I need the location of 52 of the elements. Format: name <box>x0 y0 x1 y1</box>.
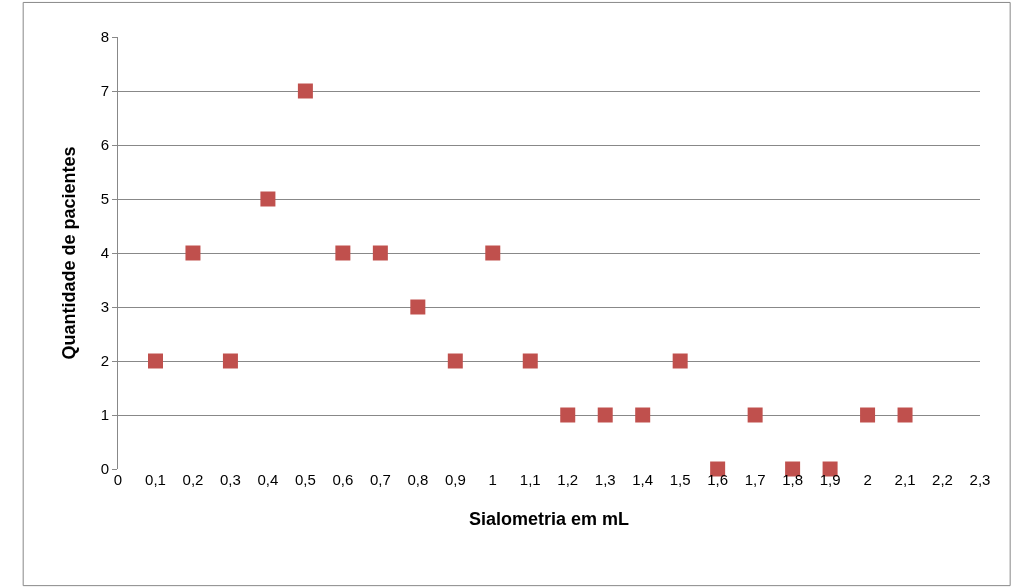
point <box>747 407 763 423</box>
x-tick-label: 0,4 <box>257 471 279 488</box>
point <box>597 407 613 423</box>
point <box>410 299 426 315</box>
x-tick-label: 0,3 <box>220 471 241 488</box>
x-tick-label: 2,3 <box>969 471 991 488</box>
point <box>335 245 351 261</box>
y-tick-label: 7 <box>100 82 109 100</box>
x-tick-label: 0,6 <box>332 471 354 488</box>
x-tick-label: 0,5 <box>294 471 316 488</box>
point <box>297 83 313 99</box>
x-tick-label: 1 <box>488 471 497 488</box>
y-tick-label: 5 <box>100 190 109 208</box>
x-tick-label: 0,7 <box>369 471 391 488</box>
x-tick-label: 1,9 <box>819 471 841 488</box>
point <box>185 245 201 261</box>
x-tick-label: 0 <box>113 471 123 488</box>
y-tick-label: 3 <box>100 298 109 316</box>
x-tick-label: 1,4 <box>632 471 654 488</box>
point <box>260 191 276 207</box>
x-axis-title: Sialometria em mL <box>468 509 630 530</box>
x-tick-label: 2 <box>863 471 872 488</box>
point <box>147 353 163 369</box>
x-tick-label: 1,2 <box>557 471 579 488</box>
x-tick-label: 1,8 <box>782 471 804 488</box>
point <box>522 353 538 369</box>
point <box>447 353 463 369</box>
x-tick-label: 1,1 <box>519 471 541 488</box>
x-tick-label: 2,2 <box>932 471 953 488</box>
x-tick-label: 0,9 <box>444 471 466 488</box>
point <box>860 407 876 423</box>
point <box>485 245 501 261</box>
point <box>897 407 913 423</box>
x-tick-label: 1,5 <box>669 471 691 488</box>
point <box>635 407 651 423</box>
y-tick-label: 4 <box>100 244 109 262</box>
x-tick-label: 1,7 <box>744 471 766 488</box>
x-tick-label: 0,8 <box>407 471 429 488</box>
x-tick-label: 1,3 <box>594 471 616 488</box>
y-axis-title: Quantidade de pacientes <box>58 146 79 360</box>
point <box>222 353 238 369</box>
y-tick-label: 1 <box>100 406 109 424</box>
x-tick-label: 1,6 <box>707 471 729 488</box>
y-tick-label: 2 <box>100 352 109 370</box>
point <box>372 245 388 261</box>
x-tick-label: 2,1 <box>894 471 916 488</box>
y-tick-label: 8 <box>100 28 109 46</box>
x-tick-label: 0,2 <box>182 471 204 488</box>
point <box>560 407 576 423</box>
y-tick-label: 6 <box>100 136 109 154</box>
x-tick-label: 0,1 <box>145 471 166 488</box>
point <box>672 353 688 369</box>
